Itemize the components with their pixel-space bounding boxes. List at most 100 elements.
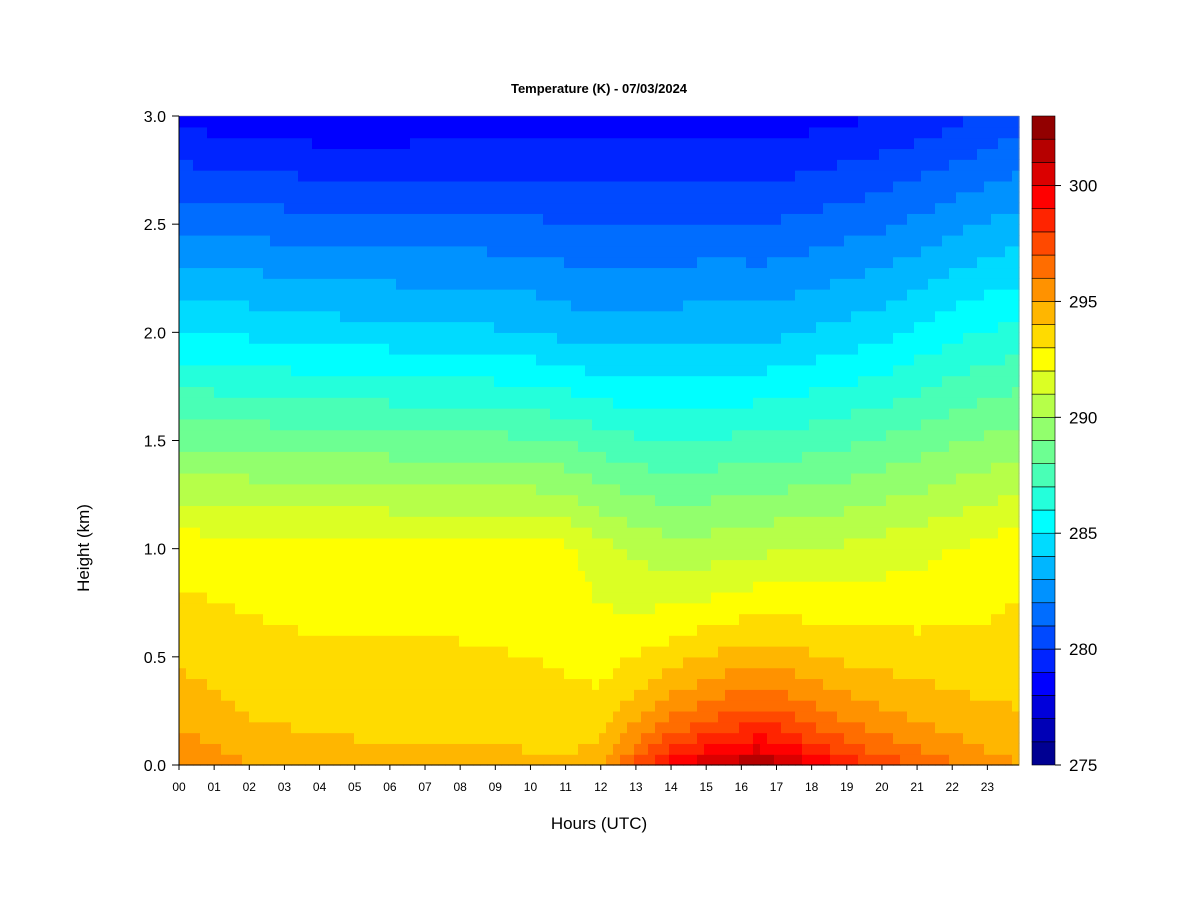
heatmap-cell — [753, 170, 761, 182]
heatmap-cell — [361, 224, 369, 236]
heatmap-cell — [368, 483, 376, 496]
heatmap-cell — [557, 613, 565, 625]
heatmap-cell — [221, 332, 229, 344]
heatmap-cell — [634, 559, 642, 571]
heatmap-cell — [676, 310, 684, 323]
heatmap-cell — [214, 202, 222, 214]
heatmap-cell — [424, 613, 432, 625]
heatmap-cell — [431, 137, 439, 150]
heatmap-cell — [501, 754, 509, 766]
heatmap-cell — [354, 278, 362, 290]
heatmap-cell — [200, 386, 208, 398]
heatmap-cell — [284, 202, 292, 214]
heatmap-cell — [431, 710, 439, 723]
heatmap-cell — [669, 245, 677, 258]
heatmap-cell — [557, 278, 565, 290]
heatmap-cell — [564, 429, 572, 442]
heatmap-cell — [445, 332, 453, 344]
heatmap-cell — [396, 754, 404, 766]
heatmap-cell — [648, 429, 656, 442]
heatmap-cell — [396, 721, 404, 734]
heatmap-cell — [634, 516, 642, 528]
heatmap-cell — [235, 234, 243, 247]
heatmap-cell — [683, 375, 691, 388]
heatmap-cell — [438, 170, 446, 182]
heatmap-cell — [235, 635, 243, 647]
heatmap-cell — [368, 581, 376, 593]
heatmap-cell — [711, 386, 719, 398]
heatmap-cell — [431, 700, 439, 712]
heatmap-cell — [235, 559, 243, 571]
heatmap-cell — [424, 418, 432, 431]
heatmap-cell — [473, 353, 481, 366]
heatmap-cell — [515, 451, 523, 463]
heatmap-cell — [669, 635, 677, 647]
heatmap-cell — [676, 667, 684, 680]
heatmap-cell — [403, 256, 411, 269]
heatmap-cell — [424, 397, 432, 409]
heatmap-cell — [683, 245, 691, 258]
heatmap-cell — [550, 505, 558, 517]
heatmap-cell — [515, 386, 523, 398]
heatmap-cell — [340, 710, 348, 723]
heatmap-cell — [641, 234, 649, 247]
heatmap-cell — [263, 256, 271, 269]
heatmap-cell — [228, 624, 236, 636]
heatmap-cell — [578, 754, 586, 766]
heatmap-cell — [669, 137, 677, 150]
heatmap-cell — [298, 180, 306, 193]
heatmap-cell — [669, 332, 677, 344]
heatmap-cell — [522, 353, 530, 366]
heatmap-cell — [312, 408, 320, 420]
heatmap-cell — [508, 700, 516, 712]
heatmap-cell — [550, 353, 558, 366]
heatmap-cell — [578, 613, 586, 625]
heatmap-cell — [298, 462, 306, 474]
heatmap-cell — [270, 386, 278, 398]
heatmap-cell — [193, 159, 201, 171]
heatmap-cell — [242, 321, 250, 333]
heatmap-cell — [557, 213, 565, 225]
heatmap-cell — [564, 321, 572, 333]
heatmap-cell — [396, 408, 404, 420]
heatmap-cell — [340, 159, 348, 171]
heatmap-cell — [396, 375, 404, 388]
heatmap-cell — [410, 743, 418, 755]
heatmap-cell — [214, 299, 222, 312]
heatmap-cell — [550, 624, 558, 636]
heatmap-cell — [739, 472, 747, 485]
heatmap-cell — [326, 462, 334, 474]
heatmap-cell — [214, 408, 222, 420]
heatmap-cell — [669, 353, 677, 366]
heatmap-cell — [424, 353, 432, 366]
heatmap-cell — [291, 126, 299, 139]
heatmap-cell — [620, 451, 628, 463]
heatmap-cell — [305, 137, 313, 150]
heatmap-cell — [354, 613, 362, 625]
heatmap-cell — [571, 180, 579, 193]
heatmap-cell — [298, 646, 306, 658]
heatmap-cell — [501, 289, 509, 301]
heatmap-cell — [396, 245, 404, 258]
heatmap-cell — [683, 451, 691, 463]
heatmap-cell — [228, 527, 236, 539]
heatmap-cell — [662, 375, 670, 388]
heatmap-cell — [284, 170, 292, 182]
heatmap-cell — [347, 635, 355, 647]
heatmap-cell — [641, 602, 649, 615]
heatmap-cell — [235, 721, 243, 734]
heatmap-cell — [431, 148, 439, 160]
heatmap-cell — [753, 353, 761, 366]
heatmap-cell — [284, 635, 292, 647]
heatmap-cell — [263, 440, 271, 452]
heatmap-cell — [459, 170, 467, 182]
heatmap-cell — [739, 397, 747, 409]
heatmap-cell — [473, 548, 481, 561]
heatmap-cell — [564, 299, 572, 312]
heatmap-cell — [620, 245, 628, 258]
heatmap-cell — [291, 678, 299, 690]
heatmap-cell — [459, 213, 467, 225]
heatmap-cell — [508, 581, 516, 593]
heatmap-cell — [522, 505, 530, 517]
heatmap-cell — [746, 732, 754, 744]
